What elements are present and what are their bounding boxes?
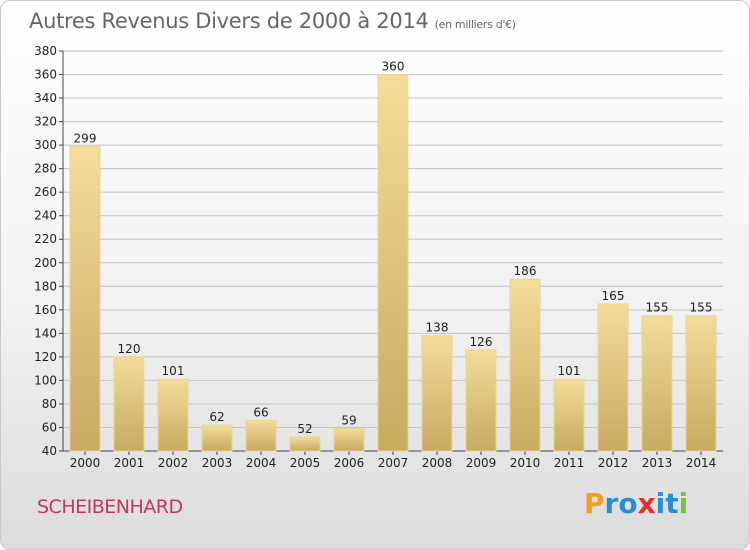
data-label: 126 <box>470 335 493 349</box>
x-tick-label: 2009 <box>466 456 497 470</box>
data-label: 120 <box>118 342 141 356</box>
x-tick-label: 2005 <box>290 456 321 470</box>
y-tick-label: 280 <box>34 162 57 176</box>
x-tick-label: 2004 <box>246 456 277 470</box>
proxiti-logo[interactable]: Proxiti <box>584 487 688 520</box>
data-label: 66 <box>253 405 268 419</box>
bar <box>201 424 233 452</box>
data-label: 186 <box>514 264 537 278</box>
logo-letter: x <box>637 487 656 520</box>
y-tick-label: 60 <box>42 420 57 434</box>
bar <box>289 436 321 452</box>
x-tick-label: 2006 <box>334 456 365 470</box>
y-tick-label: 220 <box>34 232 57 246</box>
logo-letter: i <box>678 487 689 520</box>
logo-letter: r <box>604 487 619 520</box>
bar <box>245 419 277 452</box>
y-tick-label: 260 <box>34 185 57 199</box>
y-tick-label: 180 <box>34 279 57 293</box>
data-label: 52 <box>297 422 312 436</box>
y-tick-label: 380 <box>34 44 57 58</box>
y-tick-label: 120 <box>34 350 57 364</box>
x-tick-label: 2002 <box>158 456 189 470</box>
data-label: 101 <box>162 364 185 378</box>
y-tick-label: 80 <box>42 397 57 411</box>
logo-letter: i <box>655 487 666 520</box>
x-tick-label: 2001 <box>114 456 145 470</box>
x-tick-label: 2011 <box>554 456 585 470</box>
bar <box>685 315 717 452</box>
data-label: 360 <box>382 60 405 74</box>
x-tick-label: 2000 <box>70 456 101 470</box>
x-tick-label: 2013 <box>642 456 673 470</box>
y-tick-label: 320 <box>34 115 57 129</box>
logo-letter: t <box>665 487 679 520</box>
data-label: 299 <box>74 131 97 145</box>
bar <box>157 378 189 452</box>
bar <box>509 278 541 452</box>
bar <box>553 378 585 452</box>
x-tick-label: 2012 <box>598 456 629 470</box>
data-label: 101 <box>558 364 581 378</box>
x-tick-label: 2010 <box>510 456 541 470</box>
bar <box>597 303 629 452</box>
data-labels: 299 120 101 62 66 52 59 360 138 126 186 101 165 155 15… <box>74 60 713 436</box>
data-label: 165 <box>602 289 625 303</box>
y-tick-label: 240 <box>34 209 57 223</box>
chart-title-text: Autres Revenus Divers de 2000 à 2014 <box>29 9 429 33</box>
y-tick-label: 360 <box>34 68 57 82</box>
chart-subtitle: (en milliers d'€) <box>434 18 516 31</box>
bar <box>333 428 365 452</box>
data-label: 59 <box>341 414 356 428</box>
commune-name: SCHEIBENHARD <box>37 496 183 518</box>
y-tick-label: 40 <box>42 444 57 458</box>
y-tick-label: 340 <box>34 91 57 105</box>
bar <box>69 145 101 452</box>
x-tick-label: 2003 <box>202 456 233 470</box>
x-tick-label: 2007 <box>378 456 409 470</box>
y-tick-label: 300 <box>34 138 57 152</box>
chart-title: Autres Revenus Divers de 2000 à 2014 (en … <box>29 9 516 33</box>
y-tick-label: 160 <box>34 303 57 317</box>
logo-letter: P <box>584 487 605 520</box>
bar <box>377 74 409 452</box>
bar <box>641 315 673 452</box>
y-tick-label: 140 <box>34 326 57 340</box>
data-label: 155 <box>646 301 669 315</box>
x-tick-label: 2014 <box>686 456 717 470</box>
bar <box>421 335 453 452</box>
bar <box>465 349 497 452</box>
data-label: 62 <box>209 410 224 424</box>
data-label: 138 <box>426 321 449 335</box>
x-tick-label: 2008 <box>422 456 453 470</box>
bar <box>113 356 145 452</box>
logo-letter: o <box>618 487 638 520</box>
bars <box>69 74 717 452</box>
data-label: 155 <box>690 301 713 315</box>
y-tick-label: 200 <box>34 256 57 270</box>
y-tick-label: 100 <box>34 373 57 387</box>
